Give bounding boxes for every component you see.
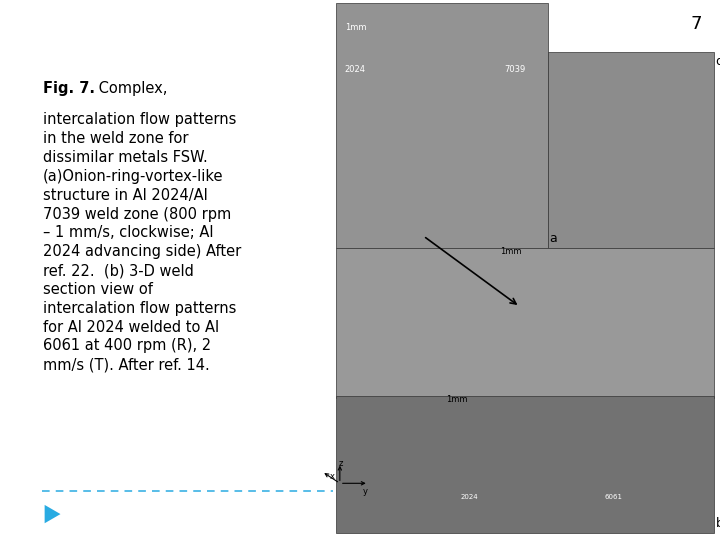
Text: a: a — [549, 232, 557, 245]
Text: 2024: 2024 — [461, 494, 478, 500]
Text: intercalation flow patterns
in the weld zone for
dissimilar metals FSW.
(a)Onion: intercalation flow patterns in the weld … — [43, 112, 241, 372]
Text: 6061: 6061 — [605, 494, 623, 500]
Text: 1mm: 1mm — [446, 395, 468, 404]
Text: Fig. 7.: Fig. 7. — [43, 81, 95, 96]
Bar — [548, 52, 714, 248]
Bar — [336, 396, 714, 533]
Text: 7: 7 — [690, 15, 702, 32]
Polygon shape — [45, 505, 60, 523]
Text: d: d — [716, 55, 720, 68]
Text: 7039: 7039 — [504, 65, 526, 74]
Text: 1mm: 1mm — [345, 23, 366, 32]
Text: z: z — [339, 459, 343, 468]
Text: y: y — [363, 487, 367, 496]
Bar — [336, 3, 548, 248]
Text: b: b — [716, 517, 720, 530]
Text: 1mm: 1mm — [500, 247, 522, 256]
Text: x: x — [330, 472, 335, 481]
Bar — [336, 248, 714, 398]
Text: 2024: 2024 — [345, 65, 366, 74]
Text: Complex,: Complex, — [94, 81, 167, 96]
